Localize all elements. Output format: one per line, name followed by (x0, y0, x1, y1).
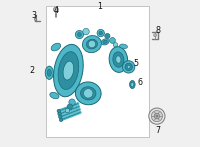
Circle shape (99, 31, 102, 35)
Bar (46, 6, 149, 137)
Circle shape (65, 108, 70, 113)
Circle shape (105, 33, 110, 39)
Ellipse shape (47, 69, 51, 76)
Ellipse shape (130, 81, 135, 88)
Circle shape (149, 108, 165, 124)
Text: 6: 6 (138, 78, 143, 87)
Circle shape (125, 63, 132, 71)
Text: 5: 5 (133, 59, 139, 69)
Text: 8: 8 (156, 26, 161, 35)
Ellipse shape (58, 52, 79, 90)
Ellipse shape (103, 40, 107, 44)
Text: 4: 4 (53, 6, 58, 15)
Circle shape (59, 115, 62, 119)
Ellipse shape (120, 44, 128, 49)
Ellipse shape (75, 82, 101, 105)
Circle shape (127, 65, 130, 68)
Circle shape (156, 115, 158, 117)
Circle shape (78, 33, 81, 36)
Ellipse shape (45, 66, 53, 79)
Circle shape (34, 18, 37, 21)
Circle shape (151, 111, 162, 122)
Circle shape (69, 99, 75, 105)
Ellipse shape (113, 52, 124, 67)
Ellipse shape (109, 47, 128, 72)
Ellipse shape (116, 56, 121, 63)
Ellipse shape (81, 87, 96, 100)
Text: 3: 3 (31, 11, 36, 20)
Text: 1: 1 (98, 2, 102, 11)
Ellipse shape (54, 44, 83, 97)
Ellipse shape (86, 39, 97, 49)
Ellipse shape (101, 39, 109, 45)
Circle shape (83, 28, 89, 35)
Ellipse shape (82, 36, 101, 53)
Circle shape (57, 109, 61, 113)
Ellipse shape (63, 61, 74, 80)
Ellipse shape (50, 92, 59, 99)
Circle shape (154, 113, 160, 119)
Circle shape (58, 112, 61, 116)
Circle shape (59, 118, 63, 122)
Ellipse shape (51, 43, 61, 51)
Circle shape (122, 61, 135, 73)
Circle shape (75, 30, 84, 39)
Text: 7: 7 (156, 126, 161, 135)
Circle shape (67, 104, 73, 109)
Circle shape (54, 7, 58, 12)
Circle shape (110, 37, 115, 43)
Text: 2: 2 (30, 66, 35, 75)
Circle shape (84, 89, 93, 98)
Circle shape (97, 29, 104, 37)
Circle shape (88, 40, 96, 48)
Circle shape (113, 43, 118, 47)
Ellipse shape (131, 82, 134, 87)
Circle shape (154, 34, 157, 37)
